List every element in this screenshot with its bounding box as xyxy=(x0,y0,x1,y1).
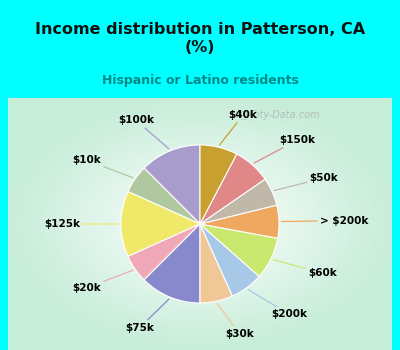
Text: Income distribution in Patterson, CA
(%): Income distribution in Patterson, CA (%) xyxy=(35,22,365,55)
Wedge shape xyxy=(200,145,237,224)
Text: ⓘ City-Data.com: ⓘ City-Data.com xyxy=(241,111,319,120)
Wedge shape xyxy=(200,224,278,276)
Text: $60k: $60k xyxy=(273,260,337,278)
Wedge shape xyxy=(200,205,279,238)
Wedge shape xyxy=(144,145,200,224)
Wedge shape xyxy=(200,224,232,303)
Text: $125k: $125k xyxy=(44,219,118,229)
Wedge shape xyxy=(128,168,200,224)
Text: $100k: $100k xyxy=(118,115,169,149)
Text: $40k: $40k xyxy=(220,110,258,145)
Text: $30k: $30k xyxy=(217,303,254,339)
Wedge shape xyxy=(200,154,265,224)
Wedge shape xyxy=(121,191,200,257)
Wedge shape xyxy=(144,224,200,303)
Text: $50k: $50k xyxy=(274,173,338,191)
Wedge shape xyxy=(128,224,200,280)
Wedge shape xyxy=(200,224,259,296)
Text: $150k: $150k xyxy=(254,135,316,163)
Text: > $200k: > $200k xyxy=(281,216,368,226)
Wedge shape xyxy=(200,179,277,224)
Text: $200k: $200k xyxy=(248,289,307,320)
Text: $10k: $10k xyxy=(72,155,133,178)
Text: Hispanic or Latino residents: Hispanic or Latino residents xyxy=(102,74,298,87)
Text: $75k: $75k xyxy=(125,299,169,333)
Text: $20k: $20k xyxy=(72,270,133,293)
